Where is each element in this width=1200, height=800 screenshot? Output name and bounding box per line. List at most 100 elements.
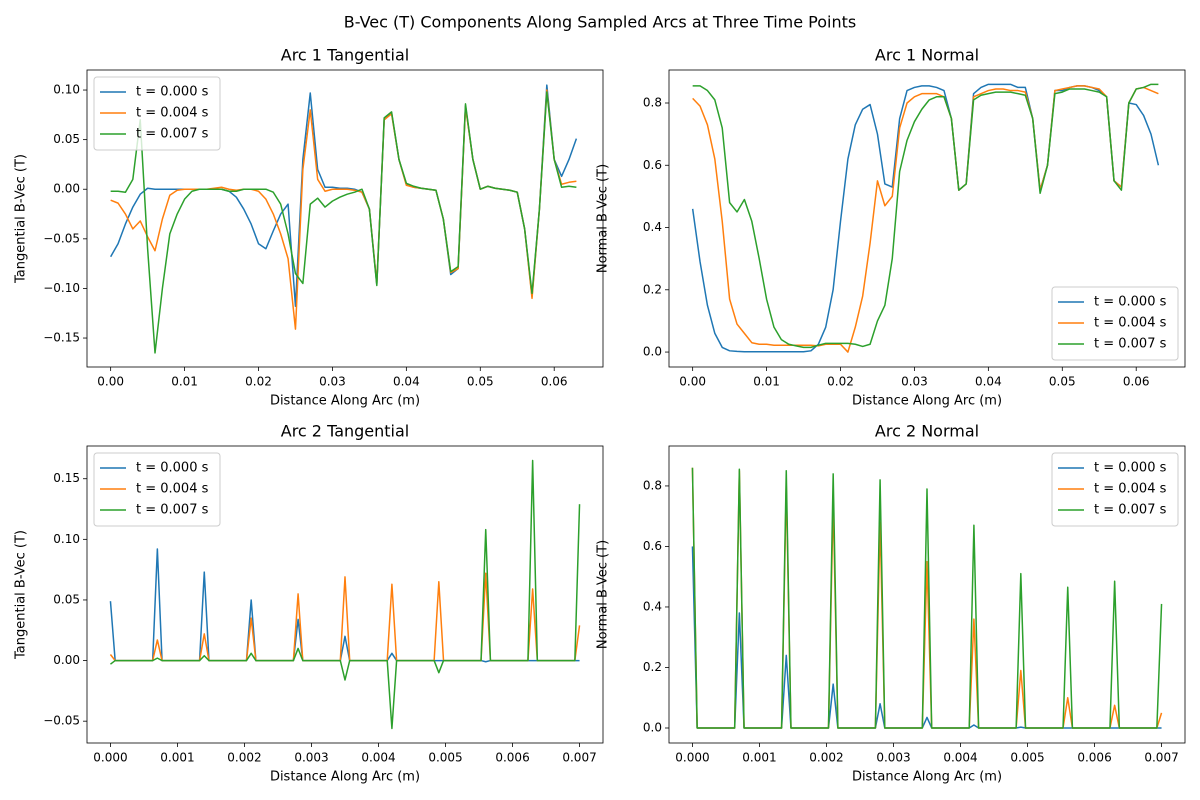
- plot-area: [109, 459, 581, 730]
- x-tick-label: 0.06: [541, 375, 568, 389]
- x-tick-label: 0.006: [1077, 751, 1111, 765]
- axes-frame: [86, 69, 604, 368]
- legend: t = 0.000 s t = 0.004 s t = 0.007 s: [1051, 286, 1179, 361]
- x-tick-label: 0.02: [245, 375, 272, 389]
- plot-area: [691, 83, 1160, 353]
- x-tick-label: 0.01: [753, 375, 780, 389]
- y-axis-label: Normal B-Vec (T): [596, 164, 611, 273]
- x-axis-label: Distance Along Arc (m): [270, 770, 420, 785]
- x-tick-label: 0.007: [562, 751, 596, 765]
- legend-label: t = 0.007 s: [136, 127, 209, 142]
- y-tick-label: 0.00: [53, 653, 80, 667]
- x-tick-label: 0.000: [93, 751, 127, 765]
- axes-frame: [668, 445, 1186, 744]
- legend: t = 0.000 s t = 0.004 s t = 0.007 s: [93, 76, 221, 151]
- legend-box: [1051, 286, 1179, 361]
- data-line: [691, 467, 1163, 729]
- x-tick-label: 0.000: [675, 751, 709, 765]
- legend-label: t = 0.004 s: [136, 106, 209, 121]
- data-line: [692, 83, 1159, 349]
- y-tick-label: 0.05: [53, 592, 80, 606]
- y-tick-label: 0.2: [643, 660, 662, 674]
- x-tick-label: 0.03: [901, 375, 928, 389]
- y-tick-label: 0.0: [643, 720, 662, 734]
- x-axis-label: Distance Along Arc (m): [852, 770, 1002, 785]
- x-tick-label: 0.003: [876, 751, 910, 765]
- y-tick-label: −0.05: [43, 714, 80, 728]
- legend-label: t = 0.004 s: [1094, 316, 1167, 331]
- x-tick-label: 0.004: [943, 751, 977, 765]
- x-tick-label: 0.05: [467, 375, 494, 389]
- y-tick-label: 0.2: [643, 282, 662, 296]
- y-tick-label: 0.10: [53, 83, 80, 97]
- subplot: Arc 2 Tangential Distance Along Arc (m) Ta…: [14, 422, 604, 785]
- legend-label: t = 0.000 s: [1094, 461, 1167, 476]
- subplot-title: Arc 2 Tangential: [281, 422, 410, 441]
- x-tick-label: 0.02: [827, 375, 854, 389]
- x-tick-label: 0.06: [1123, 375, 1150, 389]
- subplot: Arc 1 Tangential Distance Along Arc (m) Ta…: [14, 46, 604, 409]
- x-tick-label: 0.00: [97, 375, 124, 389]
- figure-title: B-Vec (T) Components Along Sampled Arcs …: [344, 13, 856, 32]
- legend-label: t = 0.000 s: [136, 85, 209, 100]
- y-tick-label: 0.10: [53, 532, 80, 546]
- y-tick-label: 0.8: [643, 478, 662, 492]
- x-tick-label: 0.04: [393, 375, 420, 389]
- subplot: Arc 1 Normal Distance Along Arc (m) Normal…: [596, 46, 1186, 409]
- x-tick-label: 0.001: [160, 751, 194, 765]
- y-tick-label: 0.6: [643, 158, 662, 172]
- y-tick-label: 0.4: [643, 220, 662, 234]
- subplot-title: Arc 1 Tangential: [281, 46, 410, 65]
- y-tick-label: 0.15: [53, 471, 80, 485]
- legend: t = 0.000 s t = 0.004 s t = 0.007 s: [1051, 452, 1179, 527]
- legend-label: t = 0.000 s: [136, 461, 209, 476]
- x-tick-label: 0.002: [227, 751, 261, 765]
- x-tick-label: 0.002: [809, 751, 843, 765]
- axes-frame: [86, 445, 604, 744]
- subplot-title: Arc 1 Normal: [875, 46, 979, 65]
- x-tick-label: 0.005: [1010, 751, 1044, 765]
- legend-label: t = 0.000 s: [1094, 295, 1167, 310]
- y-tick-label: −0.10: [43, 281, 80, 295]
- legend-label: t = 0.007 s: [136, 503, 209, 518]
- y-axis-label: Normal B-Vec (T): [596, 540, 611, 649]
- x-tick-label: 0.001: [742, 751, 776, 765]
- y-tick-label: −0.05: [43, 231, 80, 245]
- legend-label: t = 0.004 s: [136, 482, 209, 497]
- x-axis-label: Distance Along Arc (m): [852, 394, 1002, 409]
- y-tick-label: −0.15: [43, 331, 80, 345]
- legend-label: t = 0.007 s: [1094, 503, 1167, 518]
- subplot: Arc 2 Normal Distance Along Arc (m) Normal…: [596, 422, 1186, 785]
- y-tick-label: 0.05: [53, 132, 80, 146]
- axes-frame: [668, 69, 1186, 368]
- x-tick-label: 0.00: [679, 375, 706, 389]
- data-line: [110, 91, 577, 354]
- y-axis-label: Tangential B-Vec (T): [14, 154, 29, 284]
- x-tick-label: 0.01: [171, 375, 198, 389]
- plot-area: [110, 84, 578, 354]
- x-tick-label: 0.05: [1049, 375, 1076, 389]
- legend-label: t = 0.004 s: [1094, 482, 1167, 497]
- y-axis-label: Tangential B-Vec (T): [14, 530, 29, 660]
- x-tick-label: 0.005: [428, 751, 462, 765]
- y-tick-label: 0.00: [53, 182, 80, 196]
- y-tick-label: 0.6: [643, 539, 662, 553]
- x-tick-label: 0.003: [294, 751, 328, 765]
- x-axis-label: Distance Along Arc (m): [270, 394, 420, 409]
- y-tick-label: 0.0: [643, 345, 662, 359]
- x-tick-label: 0.03: [319, 375, 346, 389]
- y-tick-label: 0.4: [643, 599, 662, 613]
- legend: t = 0.000 s t = 0.004 s t = 0.007 s: [93, 452, 221, 527]
- plot-area: [691, 467, 1163, 729]
- data-line: [692, 85, 1159, 353]
- legend-box: [93, 76, 221, 151]
- legend-label: t = 0.007 s: [1094, 337, 1167, 352]
- legend-box: [1051, 452, 1179, 527]
- x-tick-label: 0.007: [1144, 751, 1178, 765]
- data-line: [109, 459, 581, 730]
- x-tick-label: 0.006: [495, 751, 529, 765]
- legend-box: [93, 452, 221, 527]
- subplot-title: Arc 2 Normal: [875, 422, 979, 441]
- x-tick-label: 0.04: [975, 375, 1002, 389]
